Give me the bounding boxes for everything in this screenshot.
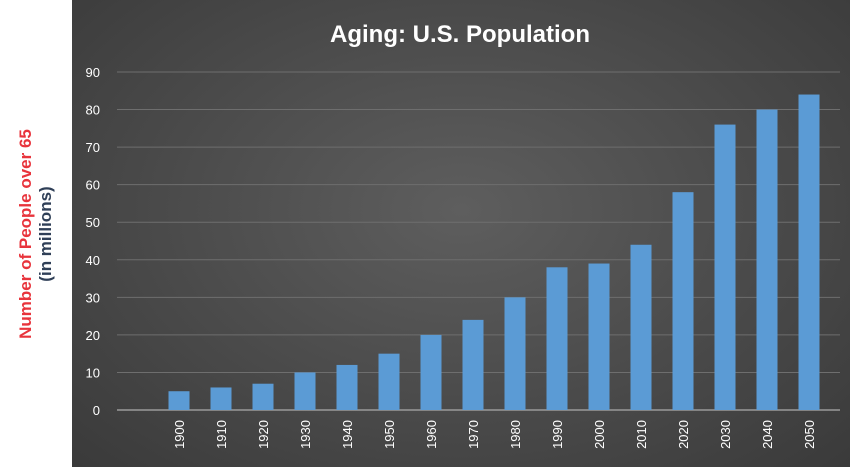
x-tick-label: 2040 bbox=[760, 420, 775, 449]
y-tick-label: 20 bbox=[86, 328, 100, 343]
gridlines bbox=[117, 71, 840, 411]
y-tick-labels: 0 10 20 30 40 50 60 70 80 90 bbox=[86, 65, 100, 418]
y-tick-label: 50 bbox=[86, 215, 100, 230]
x-tick-label: 2030 bbox=[718, 420, 733, 449]
x-tick-label: 1930 bbox=[298, 420, 313, 449]
bar bbox=[168, 391, 190, 410]
y-tick-label: 30 bbox=[86, 290, 100, 305]
bar-chart: Aging: U.S. Population 01020304050607080… bbox=[86, 21, 840, 449]
bar bbox=[420, 334, 442, 410]
x-tick-label: 1900 bbox=[172, 420, 187, 449]
bar bbox=[588, 263, 610, 410]
bar bbox=[714, 124, 736, 411]
y-tick-label: 0 bbox=[93, 403, 100, 418]
bar bbox=[378, 353, 400, 410]
y-axis-label: Number of People over 65 (in millions) bbox=[0, 0, 72, 467]
x-tick-label: 1970 bbox=[466, 420, 481, 449]
x-tick-label: 1980 bbox=[508, 420, 523, 449]
bars bbox=[168, 94, 820, 411]
x-tick-label: 1940 bbox=[340, 420, 355, 449]
x-tick-label: 1920 bbox=[256, 420, 271, 449]
bar bbox=[672, 192, 694, 410]
y-axis-label-line2: (in millions) bbox=[36, 185, 56, 282]
x-tick-label: 2050 bbox=[802, 420, 817, 449]
y-tick-label: 70 bbox=[86, 140, 100, 155]
y-tick-label: 60 bbox=[86, 178, 100, 193]
bar bbox=[756, 109, 778, 411]
y-tick-label: 10 bbox=[86, 365, 100, 380]
x-tick-label: 1990 bbox=[550, 420, 565, 449]
y-tick-label: 40 bbox=[86, 253, 100, 268]
x-tick-label: 2000 bbox=[592, 420, 607, 449]
y-axis-label-line1: Number of People over 65 bbox=[16, 128, 36, 339]
chart-title: Aging: U.S. Population bbox=[330, 21, 590, 48]
x-tick-labels: 1900 1910 1920 1930 1940 1950 1960 1970 1980 1990… bbox=[172, 420, 817, 449]
chart-area: Aging: U.S. Population 0 10 20 30 40 50 60 70 80… bbox=[72, 0, 850, 467]
x-tick-label: 2010 bbox=[634, 420, 649, 449]
x-tick-label: 1960 bbox=[424, 420, 439, 449]
bar bbox=[462, 319, 484, 410]
x-tick-label: 1910 bbox=[214, 420, 229, 449]
bar bbox=[210, 387, 232, 410]
bar bbox=[630, 244, 652, 410]
x-tick-label: 1950 bbox=[382, 420, 397, 449]
bar bbox=[252, 383, 274, 410]
bar bbox=[504, 297, 526, 410]
x-tick-label: 2020 bbox=[676, 420, 691, 449]
bar bbox=[336, 364, 358, 410]
y-tick-label: 80 bbox=[86, 103, 100, 118]
y-tick-label: 90 bbox=[86, 65, 100, 80]
bar bbox=[546, 267, 568, 410]
bar bbox=[798, 94, 820, 411]
bar bbox=[294, 372, 316, 410]
